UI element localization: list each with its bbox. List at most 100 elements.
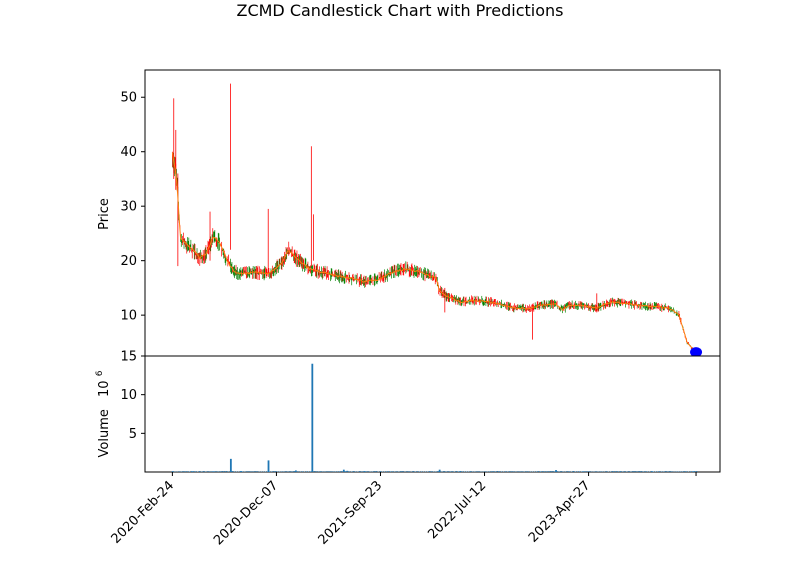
volume-bar: [385, 471, 388, 472]
volume-bar: [548, 471, 550, 472]
volume-bar: [348, 471, 351, 472]
volume-bar: [470, 471, 472, 472]
volume-bar: [314, 471, 316, 472]
volume-bar: [182, 471, 184, 472]
volume-bar: [589, 471, 591, 472]
price-y-tick-label: 50: [120, 91, 137, 106]
volume-bar: [476, 471, 478, 472]
volume-bar: [437, 471, 439, 472]
volume-bar: [318, 471, 320, 472]
volume-bar: [285, 471, 287, 472]
volume-bar: [468, 471, 470, 472]
price-y-tick-label: 10: [120, 309, 137, 324]
volume-bar: [555, 470, 557, 472]
volume-bar: [201, 471, 203, 472]
volume-bar: [192, 471, 195, 472]
volume-bar: [463, 471, 466, 472]
volume-bar: [484, 471, 486, 472]
volume-bar: [289, 471, 291, 472]
volume-bar: [681, 471, 683, 472]
chart-title: ZCMD Candlestick Chart with Predictions: [236, 1, 563, 20]
price-y-axis: 10 20 30 40 50: [120, 91, 145, 324]
volume-bar: [535, 471, 538, 472]
volume-bar: [246, 471, 248, 472]
volume-bar: [550, 471, 552, 472]
volume-bar: [365, 471, 367, 472]
volume-bar: [683, 471, 685, 472]
volume-bar: [190, 471, 193, 472]
volume-bar: [412, 471, 414, 472]
volume-bar: [287, 471, 289, 472]
volume-bar: [558, 471, 560, 472]
volume-bar: [227, 471, 230, 472]
volume-bar: [344, 471, 347, 472]
volume-bar: [334, 471, 336, 472]
volume-bar: [511, 471, 513, 472]
volume-bar: [390, 471, 392, 472]
volume-y-axis: 5 10 15: [120, 350, 145, 442]
volume-bar: [180, 471, 182, 472]
volume-bar: [527, 471, 529, 472]
volume-bar: [252, 471, 254, 472]
volume-bar: [268, 471, 271, 472]
volume-bar: [221, 471, 223, 472]
price-panel-frame: [144, 69, 721, 357]
volume-bar: [431, 471, 433, 472]
volume-multiplier-base: 10: [97, 380, 112, 397]
volume-bar: [675, 471, 677, 472]
volume-bar: [628, 471, 630, 472]
volume-bar: [212, 471, 215, 472]
volume-bar: [293, 471, 295, 472]
x-tick-label: 2021-Sep-23: [316, 478, 386, 548]
volume-bar: [615, 471, 618, 472]
volume-bar: [283, 471, 285, 472]
volume-bar: [342, 469, 345, 472]
volume-bar: [488, 471, 490, 472]
volume-bar: [585, 471, 587, 472]
volume-bar: [178, 471, 180, 472]
price-y-tick-label: 40: [120, 145, 137, 160]
volume-bar: [646, 471, 648, 472]
volume-bar: [595, 471, 597, 472]
volume-bar: [264, 471, 266, 472]
volume-bar: [186, 471, 188, 472]
volume-bar: [576, 471, 579, 472]
volume-bar: [270, 471, 273, 472]
volume-bar: [229, 458, 232, 472]
volume-bar: [582, 471, 585, 472]
volume-bar: [605, 471, 607, 472]
volume-bar: [320, 471, 322, 472]
volume-bar: [294, 470, 297, 472]
volume-bar: [622, 471, 624, 472]
volume-bar: [624, 471, 626, 472]
volume-bar: [275, 471, 277, 472]
volume-bar: [453, 471, 455, 472]
volume-bar: [171, 471, 174, 472]
volume-bar: [474, 471, 476, 472]
volume-bar: [525, 471, 527, 472]
volume-bar: [667, 471, 669, 472]
volume-bar: [363, 471, 366, 472]
volume-panel: 5 10 15 Volume 10 6: [95, 350, 721, 473]
volume-bar: [443, 470, 445, 472]
volume-bar: [599, 471, 601, 472]
volume-bar: [544, 471, 546, 472]
volume-bar: [359, 471, 361, 472]
volume-bar: [457, 471, 460, 472]
volume-bar: [375, 471, 377, 472]
volume-bar: [650, 471, 653, 472]
volume-bar: [560, 471, 562, 472]
volume-bar: [587, 471, 589, 472]
volume-bar: [505, 471, 507, 472]
volume-bar: [217, 471, 219, 472]
volume-bar: [429, 471, 431, 472]
volume-bar: [273, 471, 275, 472]
volume-bar: [336, 471, 338, 472]
volume-bar: [500, 471, 503, 472]
volume-bar: [574, 471, 577, 472]
volume-bar: [311, 363, 314, 472]
volume-bar: [402, 471, 404, 472]
volume-bar: [461, 471, 464, 472]
volume-bar: [661, 471, 663, 472]
volume-bar: [281, 471, 283, 472]
